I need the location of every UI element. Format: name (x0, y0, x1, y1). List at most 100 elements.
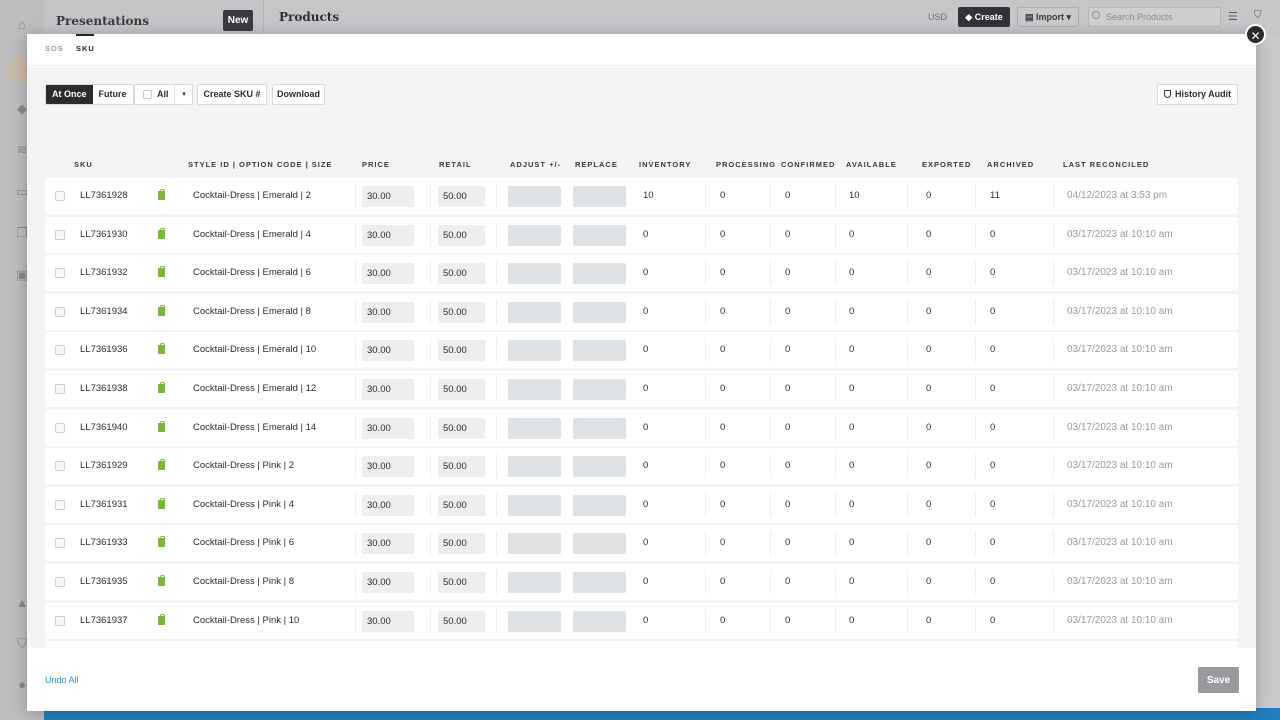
filter-icon[interactable]: ☰ (1228, 11, 1238, 23)
row-checkbox[interactable] (55, 384, 65, 394)
column-header-retail[interactable]: RETAIL (439, 160, 472, 169)
import-button[interactable]: ▤ Import ▾ (1017, 7, 1079, 27)
tab-sku[interactable]: SKU (76, 44, 95, 53)
table-row[interactable]: LL7361938 Cocktail-Dress | Emerald | 12 30… (45, 371, 1238, 407)
row-checkbox[interactable] (55, 307, 65, 317)
table-row[interactable]: LL7361931 Cocktail-Dress | Pink | 4 30.00 5… (45, 487, 1238, 523)
adjust-input[interactable] (508, 263, 561, 284)
table-row[interactable]: LL7361934 Cocktail-Dress | Emerald | 8 30.… (45, 294, 1238, 330)
adjust-input[interactable] (508, 186, 561, 207)
row-checkbox[interactable] (55, 616, 65, 626)
box-icon[interactable]: ▭ (15, 184, 29, 199)
column-header-confirmed[interactable]: CONFIRMED (781, 160, 836, 169)
replace-input[interactable] (573, 611, 626, 632)
select-all-dropdown[interactable]: All ▾ (134, 84, 193, 105)
price-input[interactable]: 30.00 (362, 340, 414, 361)
price-input[interactable]: 30.00 (362, 572, 414, 593)
table-row[interactable]: LL7361937 Cocktail-Dress | Pink | 10 30.00… (45, 603, 1238, 639)
undo-all-link[interactable]: Undo All (45, 675, 79, 685)
column-header-price[interactable]: PRICE (362, 160, 390, 169)
layers-icon[interactable]: ≋ (16, 142, 28, 157)
price-input[interactable]: 30.00 (362, 302, 414, 323)
adjust-input[interactable] (508, 302, 561, 323)
search-input[interactable]: Search Products (1088, 7, 1221, 27)
save-button[interactable]: Save (1198, 667, 1239, 693)
replace-input[interactable] (573, 572, 626, 593)
table-row[interactable]: LL7361936 Cocktail-Dress | Emerald | 10 30… (45, 332, 1238, 368)
row-checkbox[interactable] (55, 577, 65, 587)
table-row[interactable]: LL7361929 Cocktail-Dress | Pink | 2 30.00 5… (45, 448, 1238, 484)
row-checkbox[interactable] (55, 345, 65, 355)
retail-input[interactable]: 50.00 (438, 225, 485, 246)
column-header-replace[interactable]: REPLACE (575, 160, 618, 169)
retail-input[interactable]: 50.00 (438, 533, 485, 554)
replace-input[interactable] (573, 456, 626, 477)
replace-input[interactable] (573, 186, 626, 207)
replace-input[interactable] (573, 379, 626, 400)
price-input[interactable]: 30.00 (362, 225, 414, 246)
row-checkbox[interactable] (55, 191, 65, 201)
price-input[interactable]: 30.00 (362, 611, 414, 632)
close-icon[interactable]: ✕ (1245, 24, 1266, 45)
sku-table[interactable]: LL7361928 Cocktail-Dress | Emerald | 2 30.… (45, 178, 1238, 664)
adjust-input[interactable] (508, 379, 561, 400)
adjust-input[interactable] (508, 572, 561, 593)
replace-input[interactable] (573, 225, 626, 246)
table-row[interactable]: LL7361933 Cocktail-Dress | Pink | 6 30.00 5… (45, 525, 1238, 561)
price-input[interactable]: 30.00 (362, 495, 414, 516)
copy-icon[interactable]: ❐ (16, 225, 28, 240)
retail-input[interactable]: 50.00 (438, 456, 485, 477)
at-once-toggle[interactable]: At Once (46, 85, 93, 104)
replace-input[interactable] (573, 533, 626, 554)
price-input[interactable]: 30.00 (362, 418, 414, 439)
select-all-checkbox[interactable] (143, 90, 152, 99)
retail-input[interactable]: 50.00 (438, 379, 485, 400)
replace-input[interactable] (573, 340, 626, 361)
history-audit-button[interactable]: History Audit (1157, 84, 1238, 105)
retail-input[interactable]: 50.00 (438, 302, 485, 323)
adjust-input[interactable] (508, 495, 561, 516)
contact-icon[interactable]: ▣ (15, 267, 29, 282)
adjust-input[interactable] (508, 418, 561, 439)
row-checkbox[interactable] (55, 538, 65, 548)
row-checkbox[interactable] (55, 230, 65, 240)
price-input[interactable]: 30.00 (362, 456, 414, 477)
new-presentation-button[interactable]: New (223, 10, 253, 31)
retail-input[interactable]: 50.00 (438, 418, 485, 439)
adjust-input[interactable] (508, 533, 561, 554)
create-button[interactable]: ◆ Create (958, 7, 1010, 27)
price-input[interactable]: 30.00 (362, 379, 414, 400)
table-row[interactable]: LL7361930 Cocktail-Dress | Emerald | 4 30.… (45, 217, 1238, 253)
row-checkbox[interactable] (55, 268, 65, 278)
tab-sos[interactable]: SOS (45, 44, 64, 53)
replace-input[interactable] (573, 495, 626, 516)
retail-input[interactable]: 50.00 (438, 572, 485, 593)
chevron-down-icon[interactable]: ▾ (174, 85, 193, 104)
row-checkbox[interactable] (55, 500, 65, 510)
table-row[interactable]: LL7361928 Cocktail-Dress | Emerald | 2 30.… (45, 178, 1238, 214)
download-button[interactable]: Download (272, 84, 325, 105)
table-row[interactable]: LL7361932 Cocktail-Dress | Emerald | 6 30.… (45, 255, 1238, 291)
row-checkbox[interactable] (55, 423, 65, 433)
price-input[interactable]: 30.00 (362, 533, 414, 554)
shield-icon[interactable]: ⛉ (1254, 10, 1262, 21)
retail-input[interactable]: 50.00 (438, 495, 485, 516)
row-checkbox[interactable] (55, 461, 65, 471)
column-header-last-reconciled[interactable]: LAST RECONCILED (1063, 160, 1150, 169)
table-row[interactable]: LL7361935 Cocktail-Dress | Pink | 8 30.00 5… (45, 564, 1238, 600)
currency-label[interactable]: USD (928, 12, 948, 22)
diamond-icon[interactable]: ◆ (17, 101, 27, 116)
replace-input[interactable] (573, 302, 626, 323)
column-header-available[interactable]: AVAILABLE (846, 160, 897, 169)
shield-icon[interactable]: ⛉ (17, 636, 27, 651)
column-header-archived[interactable]: ARCHIVED (987, 160, 1035, 169)
adjust-input[interactable] (508, 340, 561, 361)
user-icon[interactable]: ● (18, 677, 26, 692)
retail-input[interactable]: 50.00 (438, 611, 485, 632)
column-header-style[interactable]: STYLE ID | OPTION CODE | SIZE (188, 160, 333, 169)
replace-input[interactable] (573, 418, 626, 439)
adjust-input[interactable] (508, 611, 561, 632)
column-header-sku[interactable]: SKU (74, 160, 93, 169)
create-sku-button[interactable]: Create SKU # (197, 84, 267, 105)
column-header-adjust[interactable]: ADJUST +/- (510, 160, 562, 169)
